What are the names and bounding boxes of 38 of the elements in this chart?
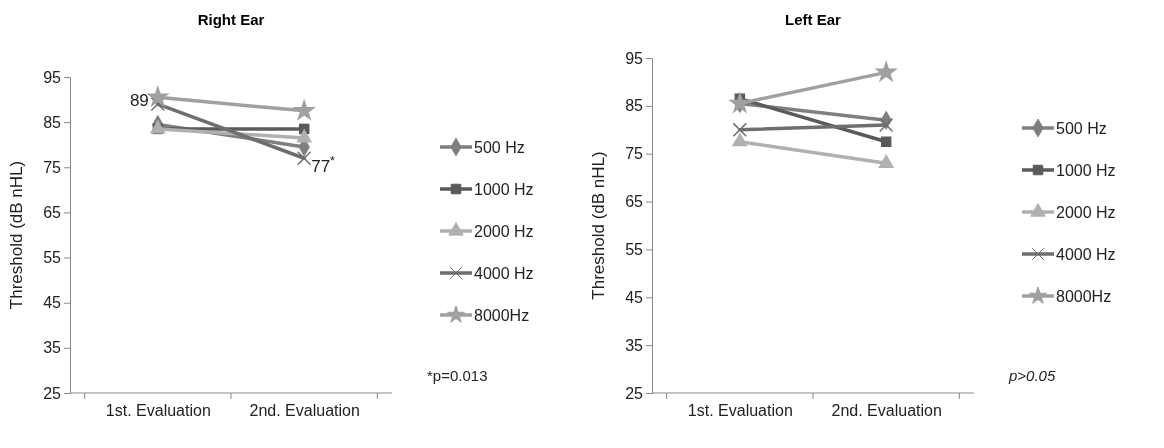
y-tick-label: 35 — [625, 336, 644, 354]
y-tick-label: 85 — [43, 113, 62, 131]
legend-label: 1000 Hz — [1056, 162, 1116, 179]
y-tick-label: 95 — [625, 49, 644, 67]
y-tick-label: 75 — [625, 145, 644, 163]
legend-label: 4000 Hz — [474, 265, 534, 282]
y-tick-label: 85 — [625, 97, 644, 115]
y-tick-label: 35 — [43, 339, 62, 357]
y-tick-label: 65 — [43, 204, 62, 222]
text: *p=0.013 — [427, 367, 488, 384]
y-tick-label: 75 — [43, 158, 62, 176]
legend-label: 1000 Hz — [474, 181, 534, 198]
x-tick-label: 1st. Evaluation — [105, 402, 211, 420]
legend-label: 2000 Hz — [474, 223, 534, 240]
x-tick-label: 2nd. Evaluation — [831, 402, 942, 420]
y-tick-label: 25 — [43, 384, 62, 402]
x-tick-label: 2nd. Evaluation — [249, 402, 360, 420]
y-axis-title: Threshold (dB nHL) — [589, 151, 608, 300]
legend-label: 500 Hz — [1056, 120, 1107, 137]
y-tick-label: 95 — [43, 68, 62, 86]
legend-label: 4000 Hz — [1056, 246, 1116, 263]
y-tick-label: 45 — [625, 288, 644, 306]
y-tick-label: 55 — [43, 249, 62, 267]
y-tick-label: 45 — [43, 294, 62, 312]
annotation: 89 — [129, 91, 149, 111]
text: p>0.05 — [1008, 367, 1056, 384]
y-tick-label: 55 — [625, 241, 644, 259]
legend-label: 500 Hz — [474, 139, 525, 156]
y-axis-title: Threshold (dB nHL) — [7, 160, 26, 310]
legend-label: 2000 Hz — [1056, 204, 1116, 221]
y-tick-label: 65 — [625, 193, 644, 211]
annotation: 77$^{*}$ — [311, 152, 336, 177]
y-tick-label: 25 — [625, 384, 644, 402]
x-tick-label: 1st. Evaluation — [687, 402, 793, 420]
chart-title: Right Ear — [197, 11, 265, 28]
legend-label: 8000Hz — [474, 307, 530, 324]
legend-label: 8000Hz — [1056, 288, 1112, 305]
chart-title: Left Ear — [785, 11, 842, 28]
